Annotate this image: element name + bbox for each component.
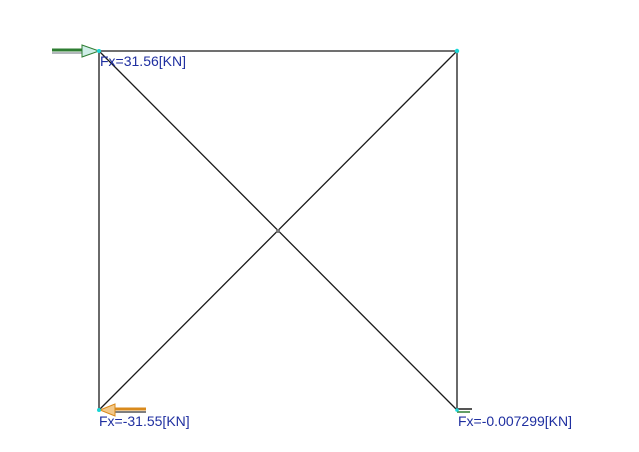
reaction-label-bottom-left: Fx=-31.55[KN] [99,413,190,429]
center-node[interactable] [276,229,280,233]
reaction-arrow-bottom-right [455,408,472,413]
reaction-arrow-top-left [52,44,101,58]
reaction-label-bottom-right: Fx=-0.007299[KN] [458,413,573,429]
reaction-arrow-bottom-left [97,403,146,417]
reaction-label-top-left: Fx=31.56[KN] [100,53,186,69]
node-top-right[interactable] [454,48,460,54]
